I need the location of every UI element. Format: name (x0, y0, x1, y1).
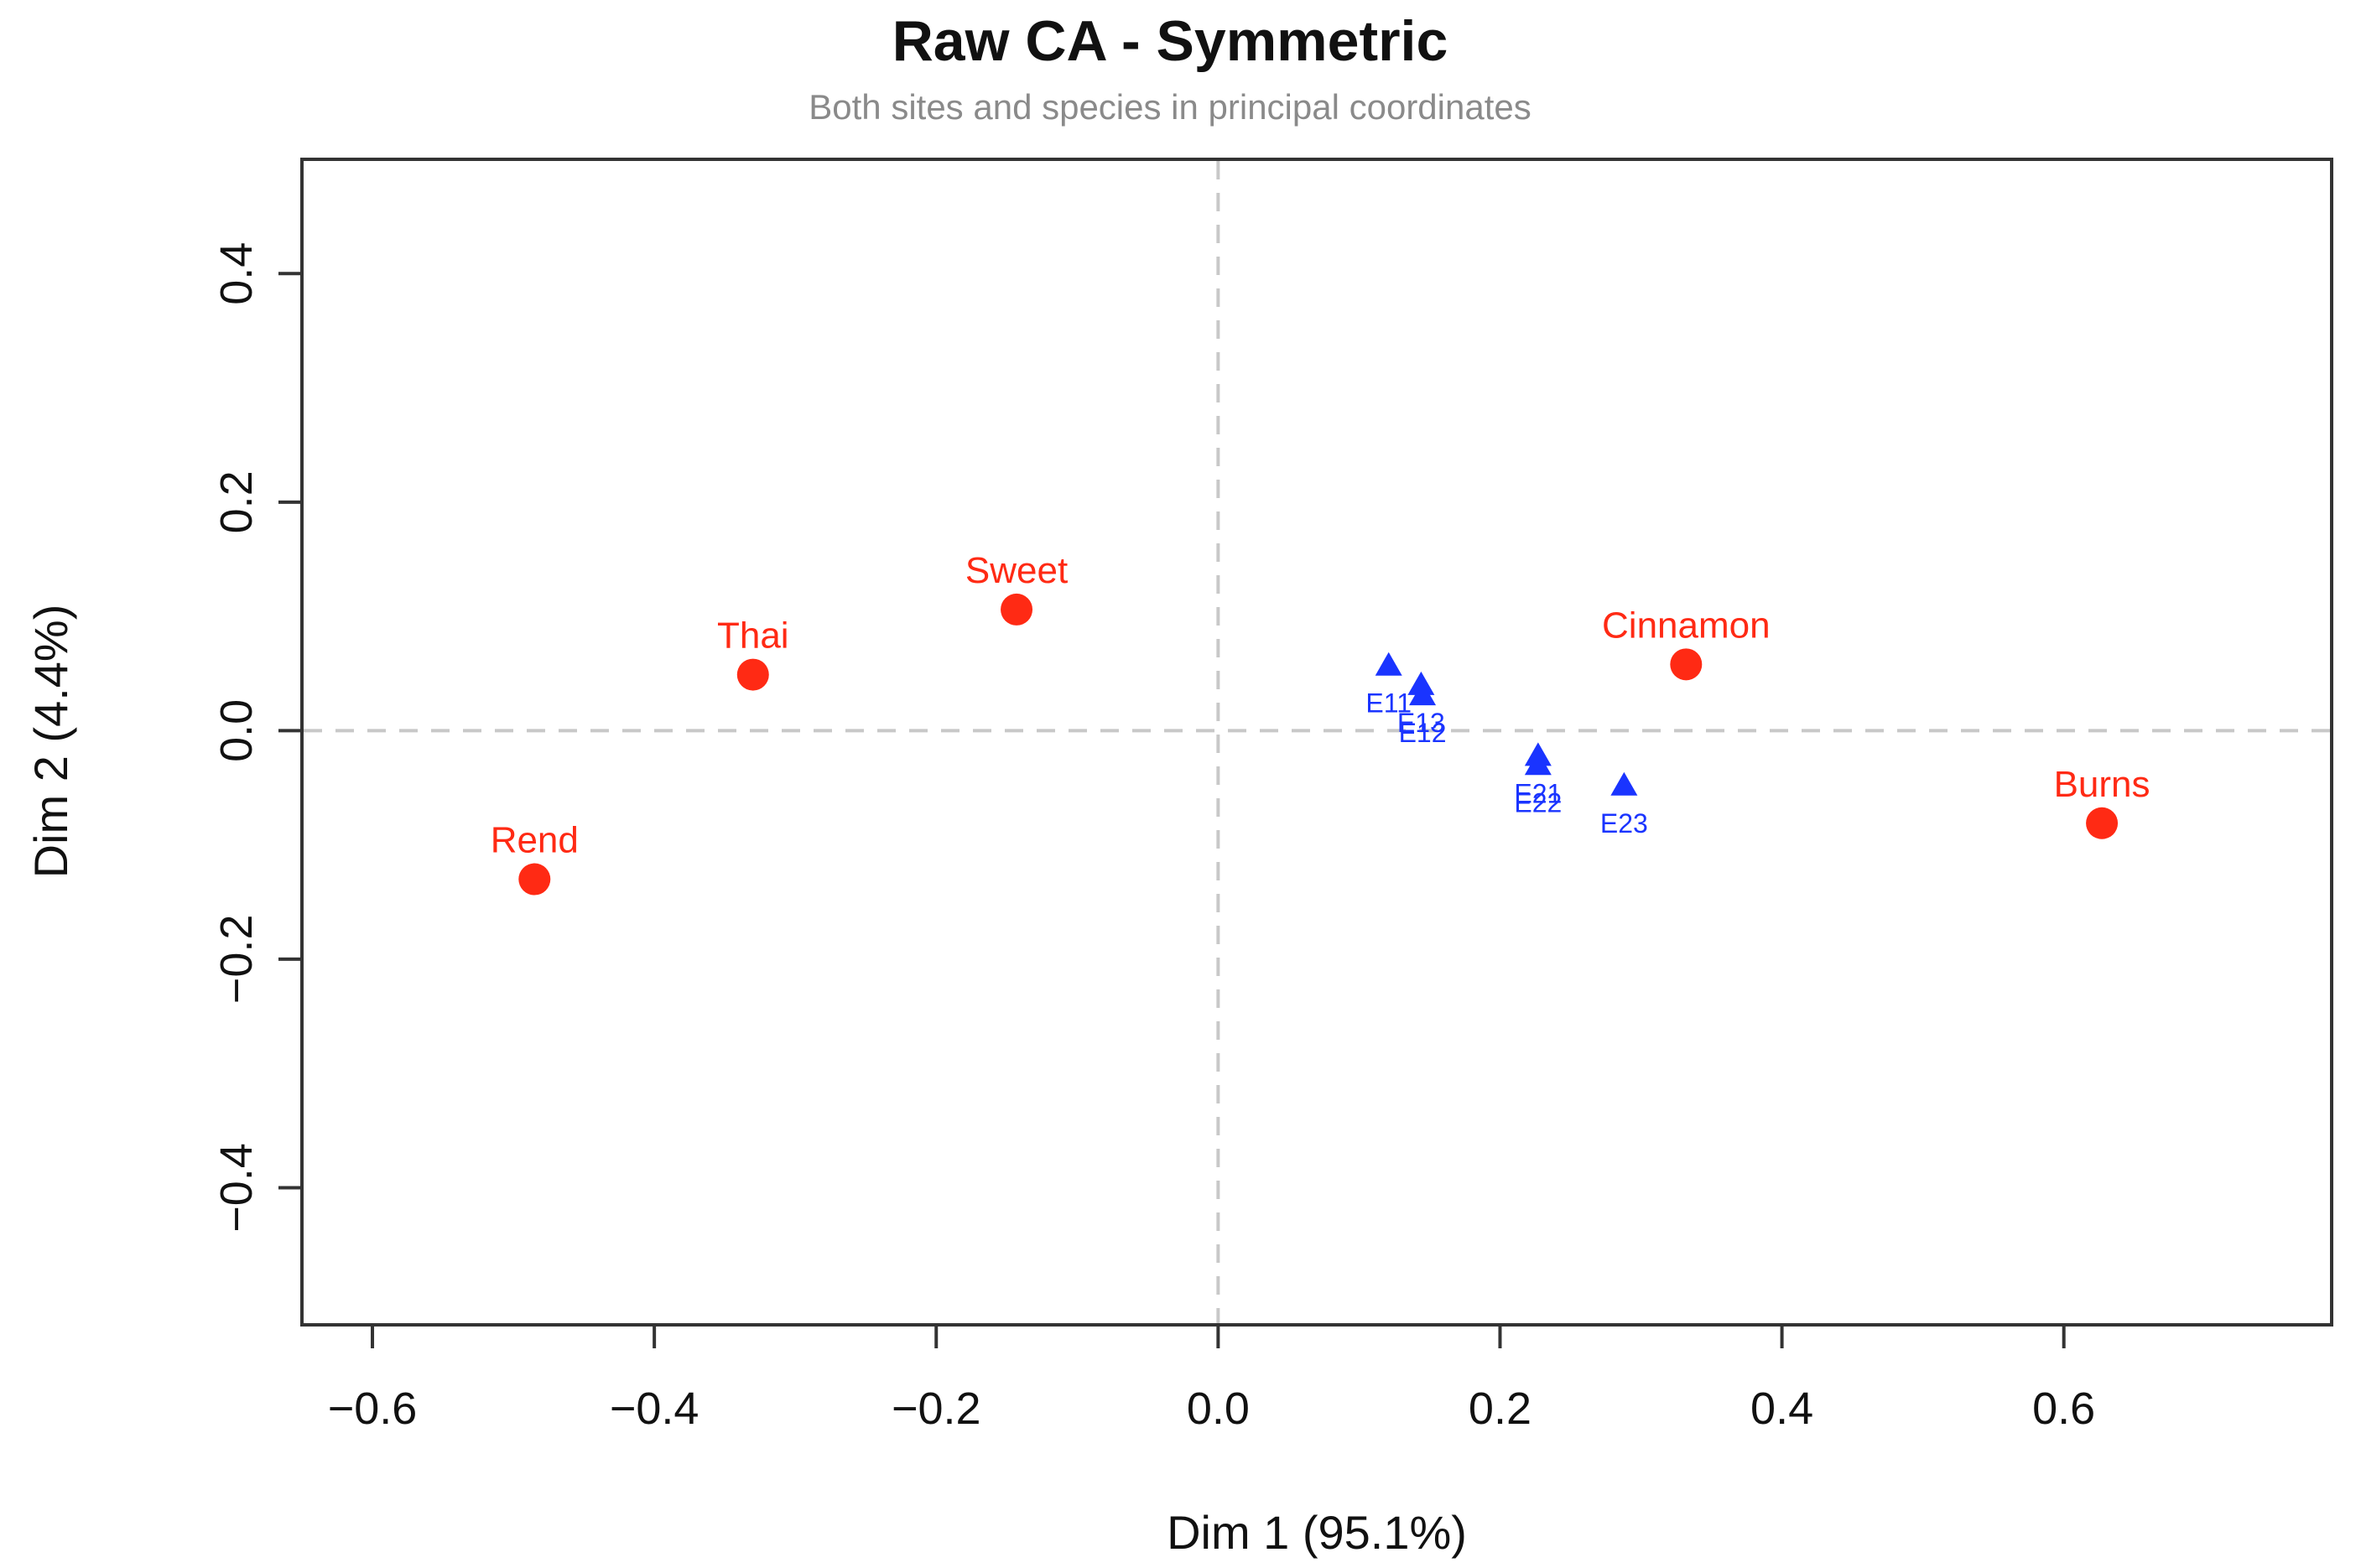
row-points-series: Rend Thai Sweet Cinnamon Burns (491, 550, 2150, 896)
chart-title: Raw CA - Symmetric (892, 9, 1448, 73)
row-point-label: Burns (2054, 764, 2150, 805)
row-point (518, 863, 551, 896)
y-tick-label: −0.4 (211, 1143, 262, 1233)
column-point-label: E23 (1600, 808, 1648, 839)
x-tick-label: −0.4 (610, 1384, 699, 1434)
row-point (2086, 807, 2119, 839)
reference-lines (304, 161, 2330, 1323)
y-axis-label: Dim 2 (4.4%) (24, 605, 77, 879)
y-tick-label: −0.2 (211, 915, 262, 1005)
row-point-label: Rend (491, 820, 579, 861)
x-axis: −0.6 −0.4 −0.2 0.0 0.2 0.4 0.6 (328, 1325, 2095, 1434)
y-axis: −0.4 −0.2 0.0 0.2 0.4 (211, 242, 302, 1233)
column-point (1524, 751, 1552, 776)
x-tick-label: −0.6 (328, 1384, 418, 1434)
column-point-label: E13 (1397, 708, 1445, 738)
x-tick-label: −0.2 (892, 1384, 981, 1434)
x-tick-label: 0.6 (2032, 1384, 2095, 1434)
y-tick-label: 0.0 (211, 699, 262, 762)
row-point (736, 658, 769, 691)
column-point-label: E11 (1365, 688, 1412, 719)
y-tick-label: 0.2 (211, 470, 262, 533)
chart-subtitle: Both sites and species in principal coor… (809, 87, 1532, 127)
y-tick-label: 0.4 (211, 242, 262, 305)
column-point-label: E21 (1514, 778, 1562, 808)
row-point-label: Cinnamon (1602, 605, 1771, 646)
row-point (1670, 648, 1703, 681)
row-point-label: Sweet (965, 550, 1068, 591)
x-tick-label: 0.0 (1187, 1384, 1250, 1434)
column-point (1375, 652, 1402, 676)
column-point (1407, 671, 1435, 695)
x-axis-label: Dim 1 (95.1%) (1167, 1506, 1467, 1559)
row-point (1001, 593, 1033, 626)
row-point-label: Thai (717, 615, 789, 657)
column-point (1610, 771, 1638, 796)
column-point (1409, 682, 1437, 706)
column-point-label: E12 (1399, 718, 1447, 748)
x-tick-label: 0.4 (1750, 1384, 1813, 1434)
x-tick-label: 0.2 (1469, 1384, 1532, 1434)
plot-area-frame (300, 158, 2333, 1327)
column-point-label: E22 (1514, 787, 1562, 818)
